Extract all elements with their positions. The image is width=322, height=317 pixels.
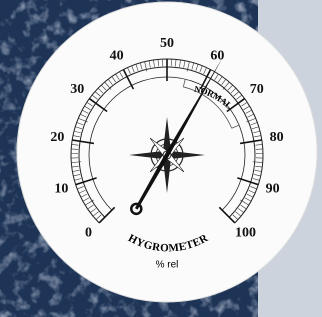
tick-label: 100 (235, 226, 256, 241)
page: 0102030405060708090100 HYGROMETER % rel … (0, 0, 322, 317)
tick-label: 90 (266, 182, 280, 197)
tick-label: 80 (270, 130, 284, 145)
unit: % rel (156, 260, 179, 271)
tick-label: 20 (50, 130, 64, 145)
tick-label: 0 (85, 226, 92, 241)
tick-label: 70 (250, 82, 264, 97)
tick-label: 30 (70, 82, 84, 97)
tick-label: 10 (54, 182, 68, 197)
tick-label: 50 (160, 36, 174, 51)
tick-label: 60 (210, 48, 224, 63)
tick-label: 40 (110, 48, 124, 63)
hygrometer-photo: 0102030405060708090100 HYGROMETER % rel … (0, 0, 322, 317)
